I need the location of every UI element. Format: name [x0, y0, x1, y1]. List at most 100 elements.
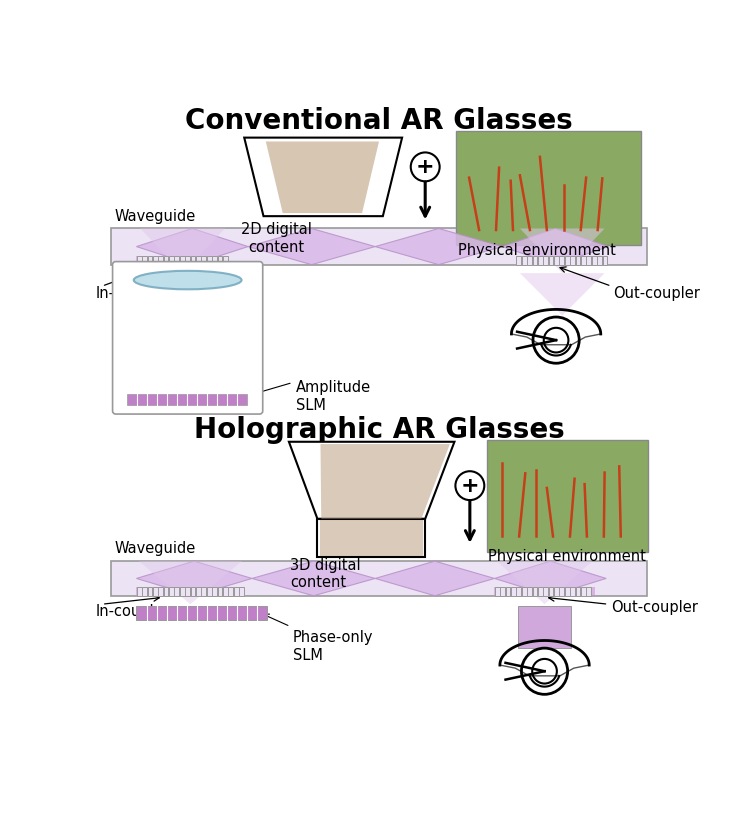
Bar [137, 587, 142, 596]
Text: Holographic AR Glasses: Holographic AR Glasses [193, 416, 565, 444]
Bar [169, 256, 174, 264]
Polygon shape [140, 273, 225, 388]
Text: Waveguide: Waveguide [115, 540, 196, 556]
Bar [527, 256, 532, 264]
Text: Out-coupler: Out-coupler [612, 600, 698, 615]
Bar [159, 256, 163, 264]
Text: Phase-only
SLM: Phase-only SLM [293, 630, 373, 662]
Polygon shape [140, 229, 225, 273]
Bar [207, 256, 212, 264]
Bar [239, 587, 244, 596]
Bar [213, 587, 217, 596]
Bar [522, 256, 526, 264]
Bar [142, 587, 147, 596]
Text: f: f [160, 330, 165, 344]
Polygon shape [375, 561, 494, 596]
Bar [234, 587, 238, 596]
Polygon shape [520, 229, 604, 273]
Bar [218, 256, 222, 264]
Bar [142, 256, 147, 264]
Text: Amplitude
SLM: Amplitude SLM [296, 380, 371, 412]
Bar [570, 256, 575, 264]
Bar [180, 256, 184, 264]
Bar [554, 256, 559, 264]
Polygon shape [375, 229, 502, 264]
Bar [185, 587, 190, 596]
Bar [576, 256, 580, 264]
Bar [559, 256, 565, 264]
Bar [153, 256, 158, 264]
Polygon shape [320, 444, 450, 519]
Bar [527, 587, 532, 596]
Bar [522, 587, 526, 596]
Bar [587, 256, 591, 264]
Text: Physical environment: Physical environment [458, 243, 615, 258]
Bar [506, 587, 511, 596]
Bar [533, 587, 537, 596]
Bar [511, 587, 516, 596]
Bar [190, 587, 196, 596]
Bar [185, 256, 190, 264]
Ellipse shape [134, 271, 241, 289]
Bar [228, 587, 233, 596]
Bar [148, 256, 152, 264]
Bar [137, 587, 244, 596]
Polygon shape [244, 138, 402, 216]
Polygon shape [248, 229, 375, 264]
Polygon shape [266, 141, 379, 213]
Polygon shape [502, 229, 608, 264]
Bar [500, 587, 505, 596]
Bar [548, 256, 554, 264]
Bar [207, 587, 212, 596]
Text: Physical environment: Physical environment [489, 549, 646, 564]
Bar [111, 229, 647, 264]
Text: Waveguide: Waveguide [115, 210, 196, 225]
Bar [164, 587, 168, 596]
Bar [538, 256, 542, 264]
Bar [180, 587, 184, 596]
Text: 3D digital
content: 3D digital content [291, 558, 361, 591]
Bar [456, 131, 641, 245]
Bar [196, 587, 201, 596]
Bar [223, 587, 228, 596]
Bar [213, 256, 217, 264]
Polygon shape [494, 561, 606, 596]
Bar [576, 587, 580, 596]
Bar [153, 587, 158, 596]
Text: In-coupler: In-coupler [96, 604, 170, 619]
Bar [554, 587, 559, 596]
Bar [201, 587, 206, 596]
Bar [543, 256, 548, 264]
Bar [597, 256, 602, 264]
Text: Out-coupler: Out-coupler [613, 286, 700, 301]
Polygon shape [137, 229, 248, 264]
Bar [223, 256, 228, 264]
Polygon shape [497, 561, 593, 605]
Text: In-coupler: In-coupler [96, 286, 170, 301]
Bar [581, 587, 586, 596]
Bar [587, 587, 591, 596]
Bar [137, 605, 267, 620]
Bar [517, 605, 571, 648]
Text: +: + [416, 157, 435, 177]
Bar [559, 587, 565, 596]
Bar [148, 587, 152, 596]
Bar [487, 440, 649, 552]
Bar [494, 587, 595, 596]
Bar [517, 587, 521, 596]
Bar [592, 256, 596, 264]
Text: 2D digital
content: 2D digital content [241, 222, 312, 254]
Bar [127, 394, 246, 405]
Bar [538, 587, 542, 596]
Bar [581, 256, 586, 264]
Bar [218, 587, 222, 596]
Bar [196, 256, 201, 264]
Bar [190, 256, 196, 264]
Bar [201, 256, 206, 264]
Bar [517, 256, 521, 264]
Polygon shape [252, 561, 375, 596]
Bar [137, 256, 229, 264]
Bar [516, 256, 608, 264]
Polygon shape [139, 561, 242, 605]
Bar [565, 587, 570, 596]
